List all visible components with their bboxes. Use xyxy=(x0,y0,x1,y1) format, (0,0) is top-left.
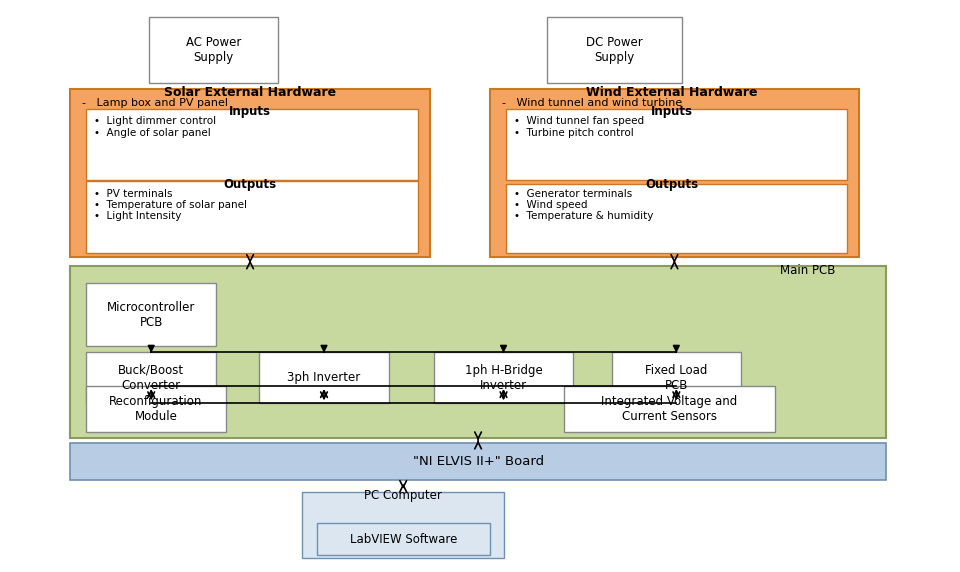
Text: -   Wind tunnel and wind turbine: - Wind tunnel and wind turbine xyxy=(502,98,683,108)
Text: "NI ELVIS II+" Board: "NI ELVIS II+" Board xyxy=(413,455,543,468)
FancyBboxPatch shape xyxy=(259,352,389,403)
Text: Inputs: Inputs xyxy=(228,105,271,118)
Text: -   Lamp box and PV panel: - Lamp box and PV panel xyxy=(82,98,228,108)
FancyBboxPatch shape xyxy=(547,17,682,83)
Text: Outputs: Outputs xyxy=(223,178,276,191)
FancyBboxPatch shape xyxy=(86,386,226,432)
Text: •  Temperature of solar panel: • Temperature of solar panel xyxy=(94,200,247,210)
FancyBboxPatch shape xyxy=(70,266,886,438)
FancyBboxPatch shape xyxy=(317,523,490,555)
Text: Solar External Hardware: Solar External Hardware xyxy=(163,86,336,99)
FancyBboxPatch shape xyxy=(434,352,573,403)
Text: Integrated Voltage and
Current Sensors: Integrated Voltage and Current Sensors xyxy=(601,395,737,423)
Text: 3ph Inverter: 3ph Inverter xyxy=(287,371,361,384)
Text: LabVIEW Software: LabVIEW Software xyxy=(349,533,457,546)
Text: •  Turbine pitch control: • Turbine pitch control xyxy=(514,128,634,138)
FancyBboxPatch shape xyxy=(612,352,741,403)
Text: Wind External Hardware: Wind External Hardware xyxy=(587,86,757,99)
Text: •  Light dimmer control: • Light dimmer control xyxy=(94,116,216,126)
FancyBboxPatch shape xyxy=(86,283,216,346)
FancyBboxPatch shape xyxy=(490,89,859,257)
FancyBboxPatch shape xyxy=(564,386,775,432)
Text: •  Light Intensity: • Light Intensity xyxy=(94,211,181,221)
Text: 1ph H-Bridge
Inverter: 1ph H-Bridge Inverter xyxy=(465,364,542,391)
Text: Outputs: Outputs xyxy=(645,178,699,191)
Text: •  PV terminals: • PV terminals xyxy=(94,189,173,200)
Text: •  Angle of solar panel: • Angle of solar panel xyxy=(94,128,211,138)
Text: Inputs: Inputs xyxy=(651,105,693,118)
Text: PC Computer: PC Computer xyxy=(364,490,443,502)
Text: •  Temperature & humidity: • Temperature & humidity xyxy=(514,211,653,221)
FancyBboxPatch shape xyxy=(506,184,847,253)
FancyBboxPatch shape xyxy=(70,89,430,257)
Text: DC Power
Supply: DC Power Supply xyxy=(586,36,643,64)
Text: •  Wind tunnel fan speed: • Wind tunnel fan speed xyxy=(514,116,644,126)
Text: Microcontroller
PCB: Microcontroller PCB xyxy=(107,301,196,328)
Text: Main PCB: Main PCB xyxy=(780,264,835,277)
FancyBboxPatch shape xyxy=(70,443,886,480)
Text: •  Generator terminals: • Generator terminals xyxy=(514,189,632,200)
FancyBboxPatch shape xyxy=(506,109,847,180)
Text: •  Wind speed: • Wind speed xyxy=(514,200,588,210)
FancyBboxPatch shape xyxy=(86,181,418,253)
Text: Buck/Boost
Converter: Buck/Boost Converter xyxy=(118,364,184,391)
Text: Reconfiguration
Module: Reconfiguration Module xyxy=(109,395,203,423)
FancyBboxPatch shape xyxy=(86,352,216,403)
FancyBboxPatch shape xyxy=(86,109,418,180)
Text: AC Power
Supply: AC Power Supply xyxy=(186,36,241,64)
Text: Fixed Load
PCB: Fixed Load PCB xyxy=(645,364,708,391)
FancyBboxPatch shape xyxy=(302,492,504,558)
FancyBboxPatch shape xyxy=(149,17,278,83)
